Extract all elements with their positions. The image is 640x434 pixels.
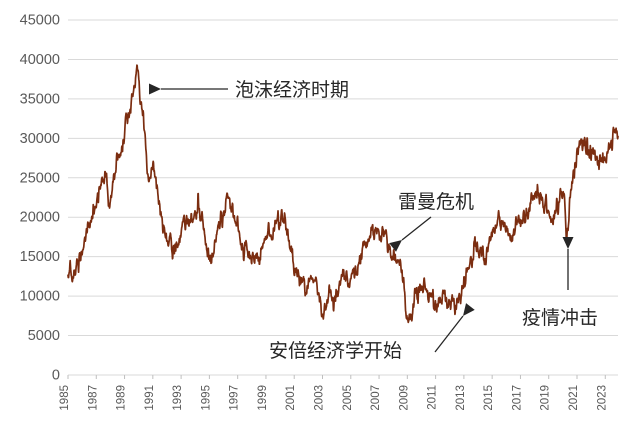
- svg-text:2001: 2001: [285, 385, 297, 411]
- svg-text:35000: 35000: [20, 91, 60, 107]
- svg-text:1989: 1989: [116, 385, 128, 411]
- svg-text:0: 0: [52, 368, 60, 384]
- svg-text:20000: 20000: [20, 210, 60, 226]
- svg-text:45000: 45000: [20, 13, 60, 29]
- svg-text:5000: 5000: [28, 328, 60, 344]
- svg-text:2009: 2009: [398, 385, 410, 411]
- svg-text:2013: 2013: [455, 385, 467, 411]
- svg-text:2017: 2017: [511, 385, 523, 411]
- svg-text:1987: 1987: [87, 385, 99, 411]
- svg-text:30000: 30000: [20, 131, 60, 147]
- svg-text:1985: 1985: [59, 385, 71, 411]
- svg-text:2021: 2021: [568, 385, 580, 411]
- svg-text:1999: 1999: [257, 385, 269, 411]
- svg-text:2019: 2019: [540, 385, 552, 411]
- svg-text:15000: 15000: [20, 249, 60, 265]
- svg-text:1997: 1997: [229, 385, 241, 411]
- svg-text:1991: 1991: [144, 385, 156, 411]
- svg-text:2005: 2005: [342, 385, 354, 411]
- svg-text:2003: 2003: [314, 385, 326, 411]
- svg-text:2007: 2007: [370, 385, 382, 411]
- svg-text:2023: 2023: [596, 385, 608, 411]
- svg-text:2011: 2011: [427, 385, 439, 410]
- svg-text:10000: 10000: [20, 289, 60, 305]
- svg-text:1993: 1993: [172, 385, 184, 411]
- svg-text:1995: 1995: [200, 385, 212, 411]
- svg-text:40000: 40000: [20, 52, 60, 68]
- svg-text:25000: 25000: [20, 170, 60, 186]
- svg-text:2015: 2015: [483, 385, 495, 411]
